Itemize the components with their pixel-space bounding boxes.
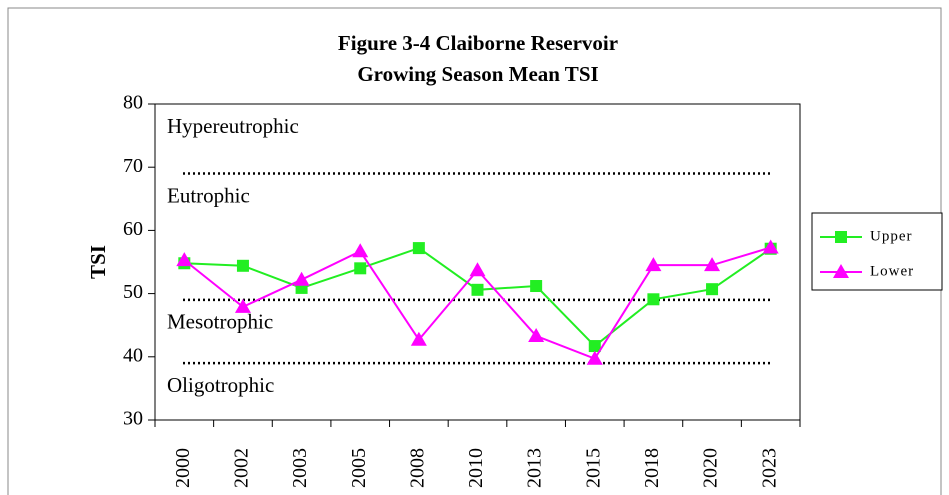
x-tick-label: 2023	[758, 448, 780, 488]
marker	[410, 331, 427, 346]
x-tick-label: 2015	[582, 448, 604, 488]
y-tick-label: 70	[123, 155, 143, 177]
marker	[354, 262, 367, 275]
y-tick-label: 80	[123, 92, 143, 114]
marker	[469, 262, 486, 277]
zone-label: Hypereutrophic	[167, 114, 299, 138]
x-tick-label: 2005	[348, 448, 370, 488]
x-tick-label: 2003	[289, 448, 311, 488]
marker	[835, 231, 847, 243]
marker	[352, 243, 369, 258]
marker	[706, 283, 719, 296]
y-tick-label: 60	[123, 218, 143, 240]
chart-subtitle: Growing Season Mean TSI	[357, 62, 598, 86]
x-tick-label: 2020	[700, 448, 722, 488]
zone-label: Eutrophic	[167, 183, 250, 207]
marker	[588, 340, 601, 353]
marker	[586, 350, 603, 365]
y-axis-label: TSI	[86, 245, 110, 279]
marker	[236, 259, 249, 272]
y-tick-label: 40	[123, 344, 143, 366]
marker	[234, 298, 251, 313]
y-tick-label: 50	[123, 281, 143, 303]
chart-title: Figure 3-4 Claiborne Reservoir	[338, 31, 618, 55]
marker	[645, 257, 662, 272]
marker	[704, 257, 721, 272]
marker	[528, 327, 545, 342]
legend-label: Upper	[870, 228, 913, 244]
x-tick-label: 2013	[524, 448, 546, 488]
plot-area	[154, 103, 801, 421]
marker	[762, 239, 779, 254]
marker	[530, 280, 543, 293]
marker	[412, 242, 425, 255]
zone-label: Oligotrophic	[167, 373, 274, 397]
legend: Upper Lower	[811, 212, 943, 291]
marker	[293, 271, 310, 286]
zone-label: Mesotrophic	[167, 310, 273, 334]
marker	[471, 283, 484, 296]
x-tick-label: 2010	[465, 448, 487, 488]
x-tick-label: 2000	[172, 448, 194, 488]
marker	[176, 252, 193, 267]
y-tick-label: 30	[123, 408, 143, 430]
x-tick-label: 2008	[406, 448, 428, 488]
marker	[833, 264, 849, 278]
legend-label: Lower	[870, 263, 914, 279]
marker	[647, 293, 660, 306]
x-tick-label: 2002	[231, 448, 253, 488]
x-tick-label: 2018	[641, 448, 663, 488]
